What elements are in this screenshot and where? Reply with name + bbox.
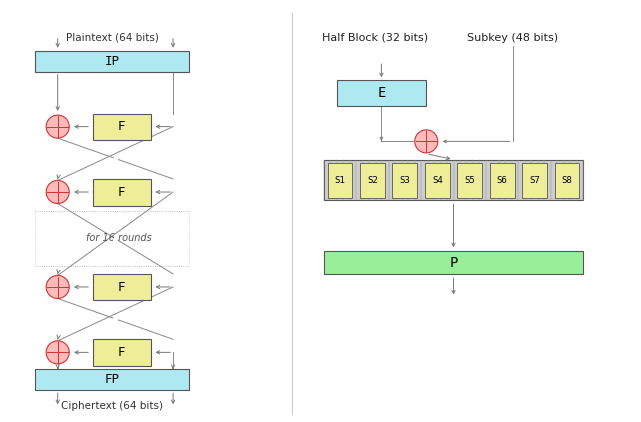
Bar (93, 114, 151, 140)
Ellipse shape (46, 276, 69, 298)
Text: Subkey (48 bits): Subkey (48 bits) (467, 33, 558, 43)
Text: P: P (449, 256, 458, 270)
Ellipse shape (415, 130, 438, 153)
Text: S6: S6 (497, 176, 508, 185)
Text: S5: S5 (464, 176, 475, 185)
Bar (458, 163, 482, 198)
Bar (93, 179, 151, 206)
Text: S1: S1 (335, 176, 345, 185)
Bar (360, 163, 385, 198)
Bar (392, 163, 417, 198)
Bar (522, 163, 547, 198)
Ellipse shape (46, 115, 69, 138)
Text: E: E (377, 86, 386, 100)
Ellipse shape (46, 181, 69, 203)
Text: IP: IP (104, 55, 120, 68)
Bar (425, 163, 450, 198)
Bar (35, 51, 189, 72)
Text: F: F (118, 186, 126, 199)
Bar (324, 160, 583, 200)
Ellipse shape (46, 341, 69, 364)
Text: F: F (118, 281, 126, 294)
Text: FP: FP (104, 373, 120, 386)
Bar (93, 339, 151, 366)
Bar (490, 163, 515, 198)
Bar (328, 163, 353, 198)
Text: S4: S4 (432, 176, 443, 185)
Bar (554, 163, 579, 198)
Text: S7: S7 (529, 176, 540, 185)
Bar (93, 274, 151, 300)
Text: F: F (118, 120, 126, 133)
Bar (324, 251, 583, 274)
Text: Plaintext (64 bits): Plaintext (64 bits) (66, 32, 158, 42)
Text: S3: S3 (399, 176, 410, 185)
Text: for 16 rounds: for 16 rounds (86, 233, 151, 243)
Text: S2: S2 (367, 176, 378, 185)
Text: Ciphertext (64 bits): Ciphertext (64 bits) (61, 401, 163, 411)
Bar (337, 80, 426, 106)
Text: Half Block (32 bits): Half Block (32 bits) (322, 33, 428, 43)
Text: F: F (118, 346, 126, 359)
Text: S8: S8 (562, 176, 572, 185)
Bar (35, 369, 189, 390)
